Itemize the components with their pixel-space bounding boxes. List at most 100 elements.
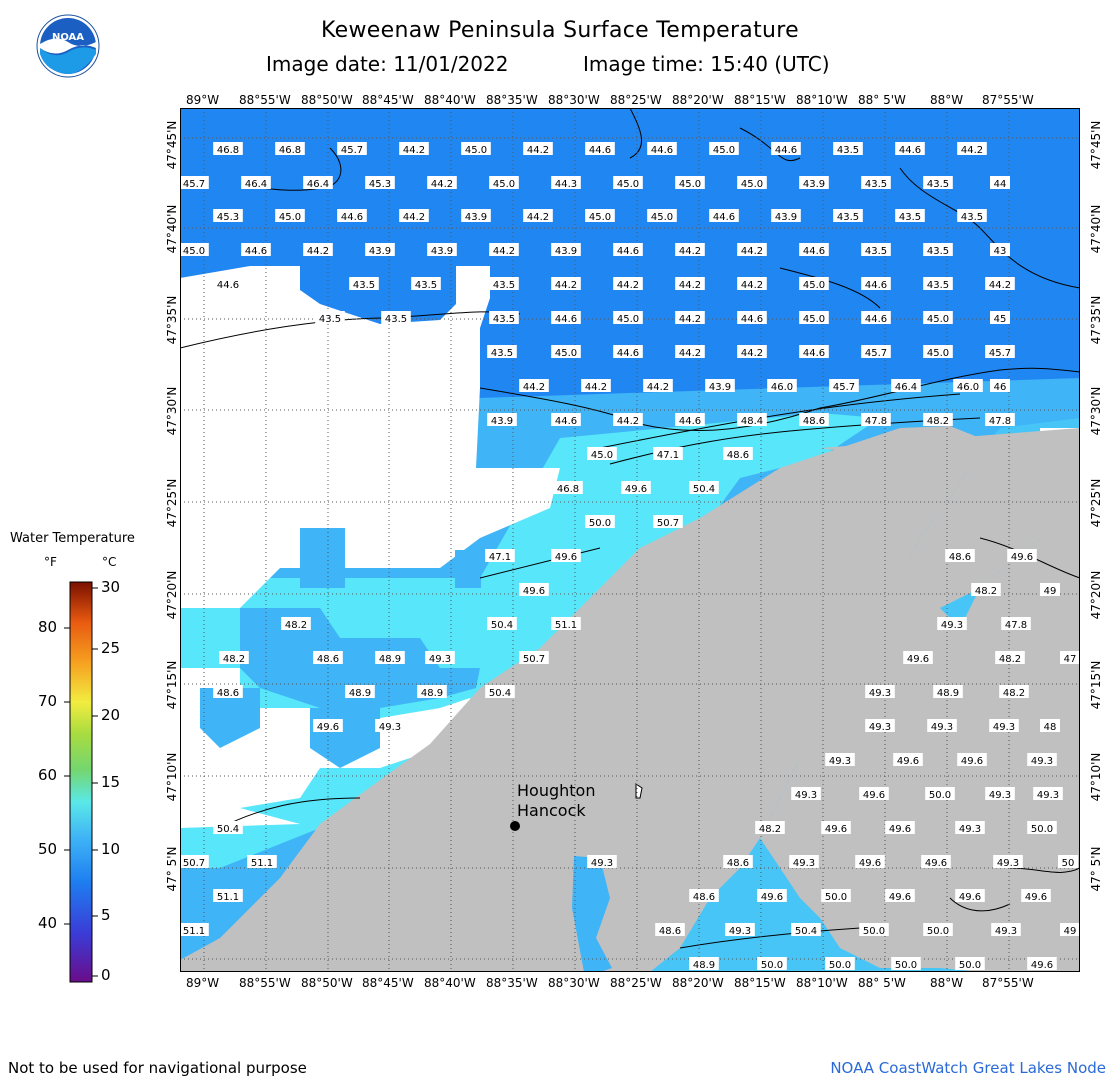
sst-label: 48.6 — [689, 889, 719, 903]
sst-value: 49.6 — [925, 858, 947, 869]
sst-value: 44.2 — [961, 145, 983, 156]
disclaimer: Not to be used for navigational purpose — [8, 1059, 307, 1077]
sst-value: 48.2 — [927, 416, 949, 427]
sst-label-bg — [461, 209, 491, 222]
lon-label-bottom: 87°55'W — [982, 976, 1034, 990]
sst-label: 51.1 — [247, 855, 277, 869]
sst-value: 45.7 — [183, 179, 205, 190]
sst-label: 49.3 — [865, 685, 895, 699]
sst-label: 49.6 — [821, 821, 851, 835]
sst-label-bg — [399, 142, 429, 155]
sst-label: 49.6 — [921, 855, 951, 869]
sst-label-bg — [893, 753, 923, 766]
sst-label-bg — [365, 176, 395, 189]
sst-value: 44.6 — [617, 348, 639, 359]
sst-value: 46.8 — [217, 145, 239, 156]
sst-value: 44.2 — [403, 145, 425, 156]
sst-label-bg — [791, 787, 821, 800]
sst-value: 45.7 — [833, 382, 855, 393]
sst-label: 43.5 — [861, 243, 891, 257]
lon-label-top: 88°W — [930, 93, 964, 107]
sst-label: 44.2 — [675, 345, 705, 359]
sst-value: 49.3 — [993, 722, 1015, 733]
sst-label-bg — [855, 855, 885, 868]
sst-label: 50.0 — [923, 923, 953, 937]
sst-value: 49.3 — [829, 756, 851, 767]
isotherm-lines — [180, 108, 1080, 949]
water-patch — [200, 688, 260, 748]
sst-label: 49.6 — [1027, 957, 1057, 971]
sst-label: 50.0 — [859, 923, 889, 937]
sst-value: 49.3 — [869, 722, 891, 733]
sst-label: 44.6 — [771, 142, 801, 156]
legend-unit-f: °F — [44, 555, 57, 569]
sst-label: 45.0 — [675, 176, 705, 190]
sst-value: 43.5 — [493, 314, 515, 325]
sst-value: 48.9 — [379, 654, 401, 665]
sst-label-bg — [551, 243, 581, 256]
sst-label-bg — [895, 209, 925, 222]
sst-value: 47 — [1064, 654, 1077, 665]
sst-label: 43.5 — [489, 311, 519, 325]
sst-value: 43.9 — [803, 179, 825, 190]
sst-value: 49.6 — [889, 824, 911, 835]
lon-label-bottom: 88°20'W — [672, 976, 724, 990]
sst-label-bg — [991, 923, 1021, 936]
sst-label: 49.3 — [725, 923, 755, 937]
sst-value: 50.7 — [183, 858, 205, 869]
logo-text: NOAA — [52, 32, 84, 43]
sst-label: 50.4 — [485, 685, 515, 699]
sst-value: 49.6 — [555, 552, 577, 563]
sst-label: 45.0 — [923, 311, 953, 325]
sst-value: 43.5 — [415, 280, 437, 291]
sst-value: 48.9 — [421, 688, 443, 699]
sst-label-bg — [861, 413, 891, 426]
sst-label: 46.4 — [303, 176, 333, 190]
sst-value: 49.3 — [959, 824, 981, 835]
legend-f-tick: 50 — [38, 840, 58, 858]
sst-label-bg — [247, 855, 277, 868]
sst-value: 49.3 — [989, 790, 1011, 801]
sst-label-bg — [417, 685, 447, 698]
sst-label: 48.6 — [945, 549, 975, 563]
sst-value: 49.3 — [941, 620, 963, 631]
sst-label-bg — [1033, 787, 1063, 800]
lon-label-bottom: 89°W — [186, 976, 220, 990]
sst-label: 47.8 — [985, 413, 1015, 427]
sst-label: 43.9 — [705, 379, 735, 393]
sst-label: 44.2 — [957, 142, 987, 156]
sst-value: 43.5 — [837, 212, 859, 223]
sst-label-bg — [865, 685, 895, 698]
sst-label-bg — [551, 345, 581, 358]
sst-label: 46.4 — [241, 176, 271, 190]
lon-label-top: 88°55'W — [239, 93, 291, 107]
sst-label-bg — [613, 413, 643, 426]
sst-label: 48.6 — [799, 413, 829, 427]
sst-label: 43.5 — [487, 345, 517, 359]
sst-label: 45.0 — [180, 243, 209, 257]
sst-label: 43.5 — [923, 176, 953, 190]
lat-label-right: 47°15'N — [1089, 660, 1103, 710]
lon-label-top: 88°35'W — [486, 93, 538, 107]
sst-value: 47.8 — [1005, 620, 1027, 631]
sst-value: 45.0 — [493, 179, 515, 190]
lon-label-bottom: 88°30'W — [548, 976, 600, 990]
sst-label-bg — [1058, 855, 1078, 868]
sst-label-bg — [411, 277, 441, 290]
sst-label-bg — [895, 142, 925, 155]
sst-label-bg — [737, 345, 767, 358]
sst-value: 48 — [1044, 722, 1057, 733]
water-patch — [300, 528, 345, 588]
sst-label: 44.2 — [523, 209, 553, 223]
sst-label: 50.7 — [180, 855, 209, 869]
sst-label: 49.3 — [989, 719, 1019, 733]
sst-value: 45.0 — [679, 179, 701, 190]
sst-value: 50.0 — [825, 892, 847, 903]
sst-value: 50.4 — [217, 824, 239, 835]
sst-label: 45.3 — [365, 176, 395, 190]
sst-label: 51.1 — [213, 889, 243, 903]
sst-value: 45.0 — [741, 179, 763, 190]
sst-label: 48.2 — [971, 583, 1001, 597]
lat-label-left: 47° 5'N — [165, 846, 179, 892]
sst-value: 48.4 — [741, 416, 763, 427]
